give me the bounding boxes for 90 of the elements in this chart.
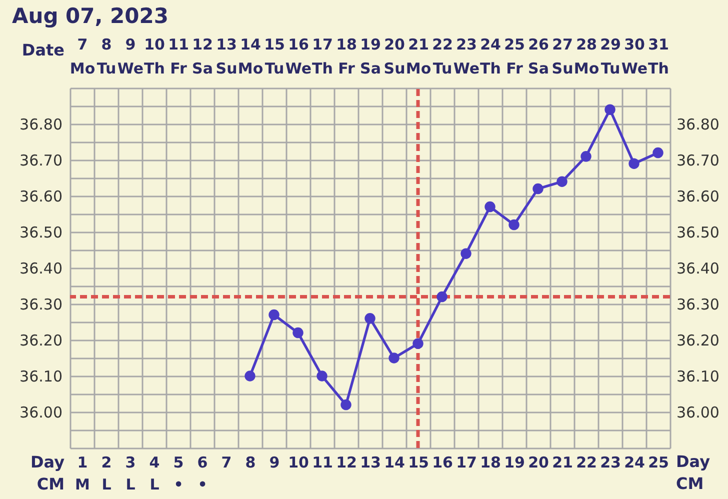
- x2-tick-label: 30 We: [621, 36, 648, 78]
- point: [340, 399, 352, 410]
- x2-tick-label: 12 Sa: [192, 36, 213, 78]
- y2-tick-label: 36.70: [676, 152, 720, 170]
- x2-tick-label: 25 Fr: [504, 36, 525, 78]
- x-tick-label: 12: [336, 454, 357, 472]
- point: [316, 370, 328, 382]
- x2-tick-label: 11 Fr: [168, 36, 189, 78]
- x2-tick-label: 21 Mo: [406, 36, 432, 78]
- point: [460, 248, 472, 259]
- x2-tick-label: 7 Mo: [70, 36, 96, 78]
- x-tick-label: 15: [408, 454, 429, 472]
- x2-tick-label: 28 Mo: [574, 36, 600, 78]
- x2-axis-title: Date: [22, 40, 65, 60]
- y2-tick-label: 36.30: [676, 296, 720, 314]
- y-tick-label: 36.80: [20, 116, 62, 134]
- y-tick-label: 36.20: [20, 332, 62, 350]
- x2-tick-label: 20 Su: [384, 36, 406, 78]
- y-tick-label: 36.50: [20, 224, 62, 242]
- point: [388, 352, 400, 364]
- y2-tick-label: 36.10: [676, 368, 720, 386]
- x2-tick-label: 8 Tu: [96, 36, 116, 78]
- x2-tick-label: 15 Tu: [264, 36, 285, 78]
- x-tick-label: 21: [552, 454, 573, 472]
- x2-tick-label: 26 Sa: [528, 36, 549, 78]
- x-tick-label: 6 •: [197, 454, 208, 494]
- x-tick-label: 25: [648, 454, 669, 472]
- x-tick-label: 18: [480, 454, 501, 472]
- point: [532, 183, 544, 194]
- y-tick-label: 36.70: [20, 152, 62, 170]
- x2-tick-label: 9 We: [117, 36, 144, 78]
- y-tick-label: 36.00: [20, 404, 62, 422]
- x-tick-label: 10: [288, 454, 309, 472]
- x-tick-label: 4 L: [149, 454, 160, 494]
- x2-tick-label: 16 We: [285, 36, 312, 78]
- x-tick-label: 24: [624, 454, 645, 472]
- x2-tick-label: 23 We: [453, 36, 480, 78]
- x2-tick-label: 10 Th: [144, 36, 165, 78]
- y-tick-label: 36.60: [20, 188, 62, 206]
- x-tick-label: 16: [432, 454, 453, 472]
- y2-tick-label: 36.80: [676, 116, 720, 134]
- point: [244, 370, 256, 382]
- y-tick-label: 36.10: [20, 368, 62, 386]
- x-tick-label: 8: [245, 454, 256, 472]
- x2-tick-label: 18 Fr: [336, 36, 357, 78]
- point: [436, 291, 448, 302]
- x2-tick-label: 27 Su: [552, 36, 574, 78]
- x2-tick-label: 19 Sa: [360, 36, 381, 78]
- chart-title: Aug 07, 2023: [12, 4, 169, 28]
- point: [292, 327, 304, 338]
- x2-tick-label: 14 Mo: [238, 36, 264, 78]
- x2-tick-label: 24 Th: [480, 36, 501, 78]
- x-tick-label: 1 M: [75, 454, 90, 494]
- y2-tick-label: 36.60: [676, 188, 720, 206]
- point: [556, 176, 568, 187]
- x-axis-title: Day CM: [676, 452, 711, 493]
- x-tick-label: 11: [312, 454, 333, 472]
- x2-tick-label: 22 Tu: [432, 36, 453, 78]
- point: [628, 158, 640, 169]
- y2-tick-label: 36.00: [676, 404, 720, 422]
- y2-tick-label: 36.50: [676, 224, 720, 242]
- text: Day CM: [30, 452, 64, 494]
- y-tick-label: 36.30: [20, 296, 62, 314]
- point: [484, 201, 496, 212]
- point: [580, 151, 592, 162]
- point: [508, 219, 520, 230]
- x-tick-label: 3 L: [125, 454, 136, 494]
- x2-tick-label: 29 Tu: [600, 36, 621, 78]
- x-tick-label: 22: [576, 454, 597, 472]
- x-tick-label: 2 L: [101, 454, 112, 494]
- y2-tick-label: 36.20: [676, 332, 720, 350]
- x-tick-label: 20: [528, 454, 549, 472]
- x-tick-label: 5 •: [173, 454, 184, 494]
- y-tick-label: 36.40: [20, 260, 62, 278]
- x2-tick-label: 17 Th: [312, 36, 333, 78]
- x-tick-label: 23: [600, 454, 621, 472]
- point: [268, 309, 280, 320]
- point: [652, 147, 664, 158]
- x2-tick-label: 31 Th: [648, 36, 669, 78]
- x-tick-label: 9: [269, 454, 280, 472]
- point: [412, 338, 424, 349]
- x-tick-label: 19: [504, 454, 525, 472]
- x-tick-label: 13: [360, 454, 381, 472]
- point: [604, 104, 616, 115]
- x-tick-label: 14: [384, 454, 405, 472]
- x-tick-label: 17: [456, 454, 477, 472]
- y2-tick-label: 36.40: [676, 260, 720, 278]
- x-tick-label: 7: [221, 454, 232, 472]
- point: [364, 313, 376, 324]
- x2-tick-label: 13 Su: [216, 36, 238, 78]
